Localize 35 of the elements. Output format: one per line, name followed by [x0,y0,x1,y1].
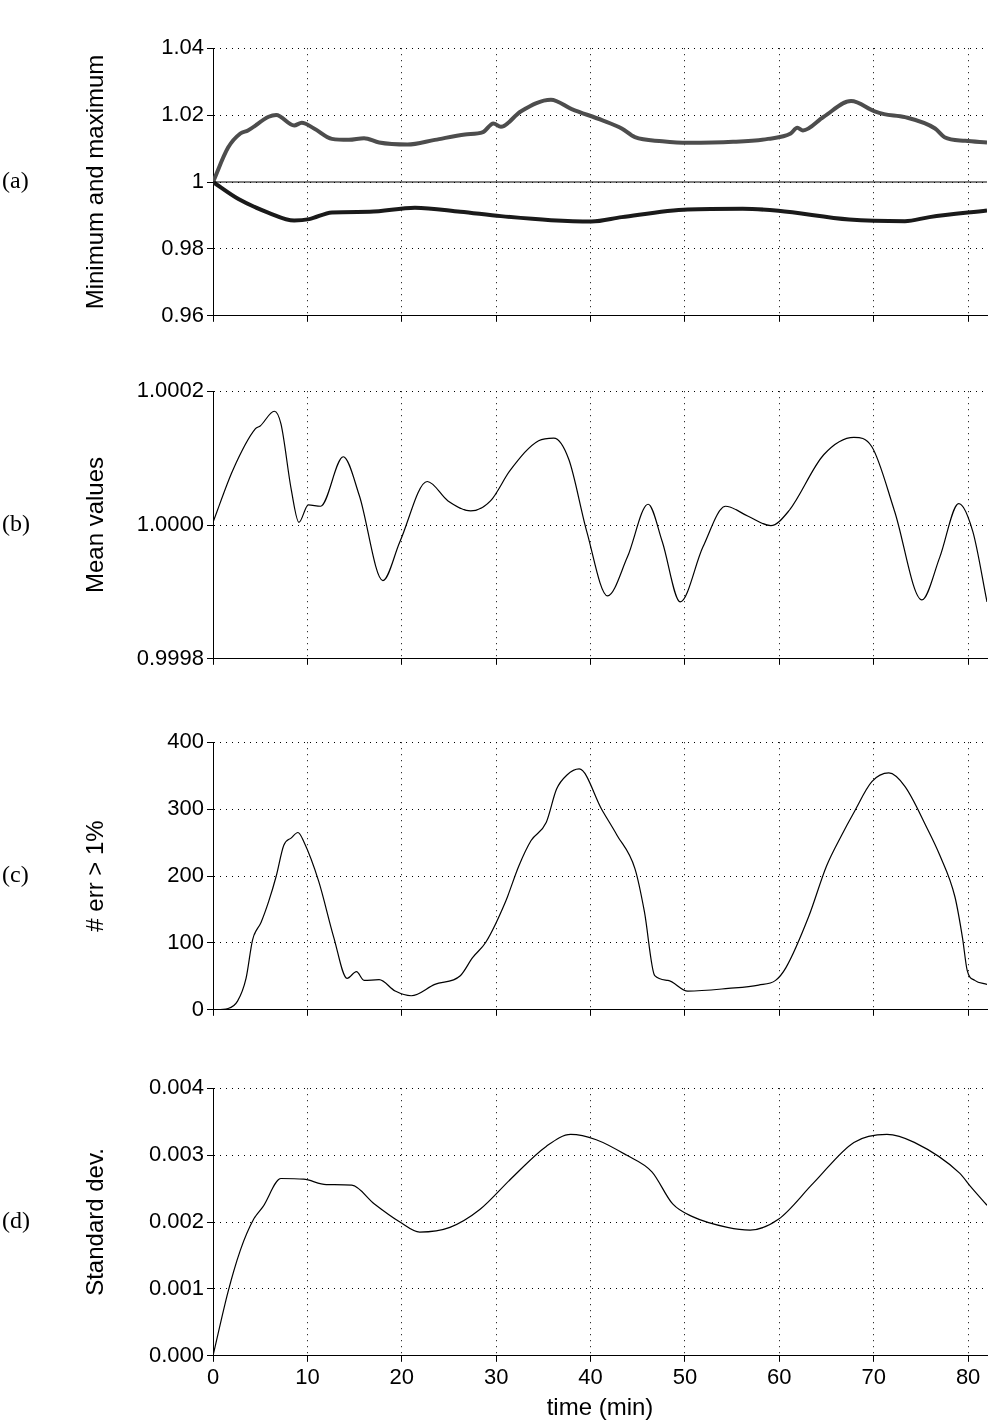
y-tick-label: 300 [167,795,204,821]
y-tick-label: 0.001 [148,1274,204,1300]
x-tick-label: 70 [861,1364,886,1390]
x-tick-label: 10 [295,1364,320,1390]
y-tick-label: 1.0000 [136,511,204,537]
y-tick-label: 1.0002 [136,377,204,403]
y-tick-label: 0.98 [161,234,204,260]
y-tick-label: 0.96 [161,301,204,327]
x-tick-label: 30 [483,1364,509,1390]
y-axis-title: # err > 1% [81,820,109,932]
y-tick-label: 0.004 [148,1074,204,1100]
y-axis-title: Standard dev. [81,1148,109,1296]
y-axis-title: Minimum and maximum [81,54,109,310]
text: (a) [2,167,29,194]
y-tick-label: 0.002 [148,1208,204,1234]
y-tick-label: 200 [167,862,204,888]
y-tick-label: 0 [191,995,204,1021]
text: (c) [2,861,29,888]
y-tick-label: 0.9998 [136,644,204,670]
y-tick-label: 0.000 [148,1341,204,1367]
x-axis-title: time (min) [546,1393,654,1421]
y-tick-label: 1.02 [161,101,204,127]
text: (b) [2,510,30,537]
y-tick-label: 400 [167,728,204,754]
y-tick-label: 1.04 [161,34,204,60]
y-tick-label: 100 [167,928,204,954]
x-tick-label: 20 [389,1364,415,1390]
y-tick-label: 0.003 [148,1141,204,1167]
x-tick-label: 80 [955,1364,981,1390]
x-tick-label: 60 [767,1364,792,1390]
y-axis-title: Mean values [81,456,109,594]
x-tick-label: 50 [672,1364,698,1390]
x-tick-label: 40 [578,1364,603,1390]
y-tick-label: 1 [191,168,204,194]
text: (d) [2,1207,30,1234]
